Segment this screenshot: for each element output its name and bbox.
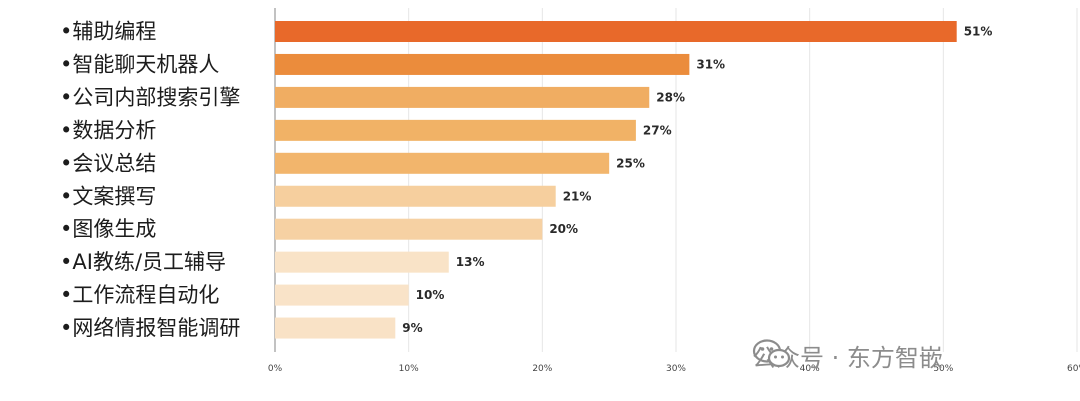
- value-label: 31%: [696, 57, 725, 71]
- bar: [275, 317, 396, 339]
- x-tick-label: 40%: [800, 364, 820, 374]
- wechat-icon: [752, 339, 791, 368]
- bar: [275, 152, 610, 174]
- x-tick-label: 20%: [532, 364, 552, 374]
- bar: [275, 86, 650, 108]
- value-label: 9%: [402, 321, 422, 335]
- value-label: 25%: [616, 156, 645, 170]
- category-label: •图像生成: [60, 217, 156, 241]
- value-label: 27%: [643, 123, 672, 137]
- category-label: •工作流程自动化: [60, 283, 219, 307]
- watermark: 公众号 · 东方智嵌: [752, 338, 943, 373]
- x-tick-label: 0%: [268, 364, 283, 374]
- value-label: 28%: [656, 90, 685, 104]
- value-label: 51%: [964, 25, 993, 39]
- bar: [275, 119, 636, 141]
- category-label: •网络情报智能调研: [60, 316, 240, 340]
- x-tick-label: 60%: [1067, 364, 1080, 374]
- bar: [275, 251, 449, 273]
- value-label: 21%: [563, 189, 592, 203]
- value-label: 20%: [549, 222, 578, 236]
- category-label: •文案撰写: [60, 184, 156, 208]
- value-label: 13%: [456, 255, 485, 269]
- category-label: •辅助编程: [60, 20, 156, 44]
- bar: [275, 218, 543, 240]
- value-label: 10%: [416, 288, 445, 302]
- bar: [275, 185, 556, 207]
- x-tick-label: 10%: [399, 364, 419, 374]
- bar: [275, 21, 957, 42]
- x-tick-label: 50%: [933, 364, 953, 374]
- category-label: •数据分析: [60, 118, 156, 142]
- category-label: •会议总结: [60, 151, 156, 175]
- category-label: •智能聊天机器人: [60, 52, 219, 76]
- category-label: •AI教练/员工辅导: [60, 250, 226, 274]
- bar: [275, 284, 409, 306]
- bar: [275, 53, 690, 75]
- category-label: •公司内部搜索引擎: [60, 85, 240, 109]
- x-tick-label: 30%: [666, 364, 686, 374]
